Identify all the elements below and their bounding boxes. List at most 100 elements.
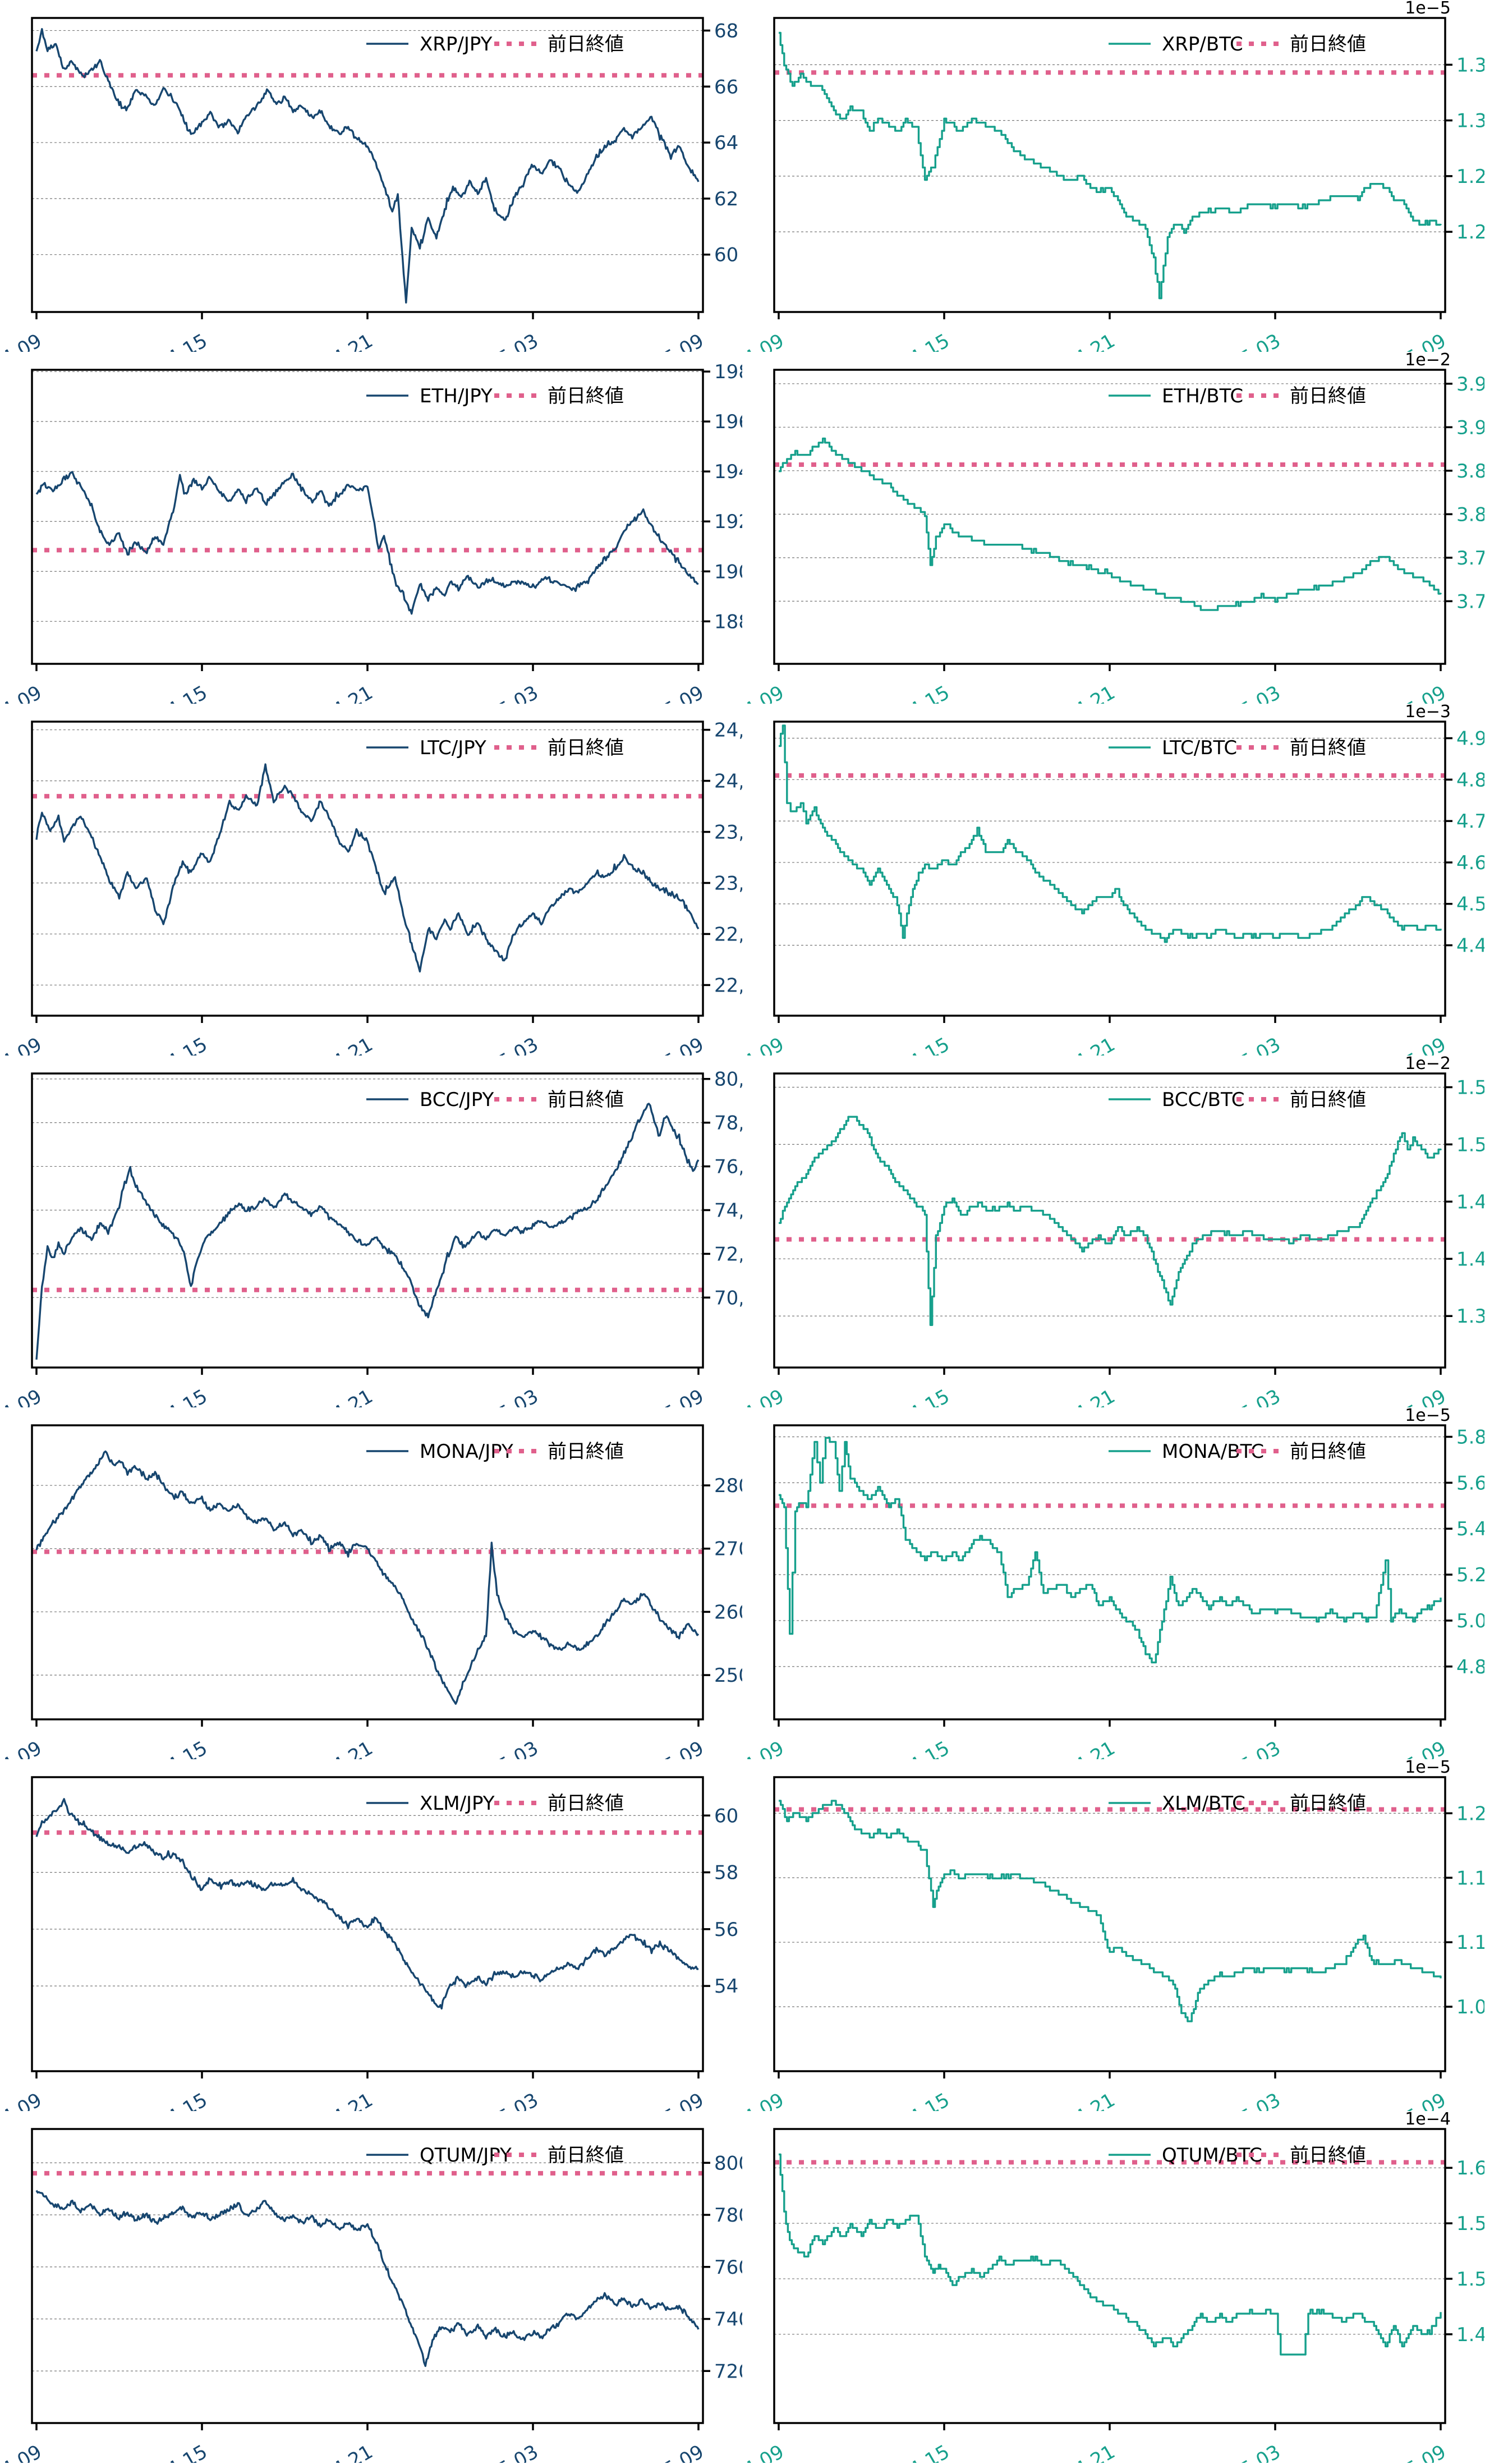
y-tick-label: 4.8 <box>1456 769 1484 791</box>
chart-ltc-jpy: 22,000 22,500 23,000 23,500 24,000 24,500 14 0… <box>0 719 742 1056</box>
x-tick-label: 14 21 <box>318 2440 376 2463</box>
y-tick-label: 3.80 <box>1456 503 1484 526</box>
y-tick-label: 260 <box>714 1601 742 1623</box>
price-series-line <box>779 1116 1442 1326</box>
y-tick-label: 1.15 <box>1456 1867 1484 1889</box>
price-series-line <box>779 437 1442 611</box>
price-series-line <box>779 2153 1442 2356</box>
y-tick-label: 5.4 <box>1456 1518 1484 1540</box>
y-tick-label: 3.70 <box>1456 590 1484 613</box>
chart-eth-btc: 3.70 3.75 3.80 3.85 3.90 3.95 14 09 14 15 14 21 1… <box>742 352 1485 704</box>
x-tick-label: 15 09 <box>1391 1033 1450 1056</box>
price-series-line <box>779 724 1442 943</box>
x-tick-label: 14 15 <box>153 2089 211 2111</box>
chart-cell-eth-jpy: 188,000 190,000 192,000 194,000 196,000 198,0… <box>0 352 742 704</box>
plot-frame <box>773 721 1446 1017</box>
y-tick-label: 62 <box>714 188 738 210</box>
x-tick-label: 15 09 <box>1391 681 1450 704</box>
x-tick-label: 14 09 <box>0 1033 46 1056</box>
plot-frame <box>31 17 704 313</box>
legend-pair-label: ETH/BTC <box>1162 385 1243 407</box>
y-tick-label: 196,000 <box>714 411 742 433</box>
legend-pair-label: LTC/JPY <box>420 737 486 759</box>
y-tick-label: 760 <box>714 2256 742 2279</box>
x-tick-label: 14 09 <box>742 1385 788 1407</box>
y-tick-label: 64 <box>714 132 738 154</box>
x-tick-label: 15 03 <box>484 329 542 352</box>
x-tick-label: 14 15 <box>895 329 953 352</box>
price-series-line <box>779 1437 1442 1664</box>
y-tick-label: 3.85 <box>1456 460 1484 483</box>
plot-frame <box>31 369 704 665</box>
legend-pair-label: ETH/JPY <box>420 385 493 407</box>
x-tick-label: 15 03 <box>484 1033 542 1056</box>
x-tick-label: 15 03 <box>484 2089 542 2111</box>
x-tick-label: 15 09 <box>1391 2089 1450 2111</box>
x-tick-label: 14 21 <box>318 1385 376 1407</box>
chart-xlm-jpy: 54 56 58 60 14 09 14 15 14 21 15 03 15 09 XLM/JPY… <box>0 1776 738 2111</box>
y-tick-label: 3.75 <box>1456 547 1484 570</box>
x-tick-label: 15 09 <box>649 1385 707 1407</box>
legend-prevclose-label: 前日終値 <box>1290 1792 1366 1815</box>
x-tick-label: 14 21 <box>318 329 376 352</box>
y-tick-label: 780 <box>714 2204 742 2227</box>
y-tick-label: 4.6 <box>1456 852 1484 874</box>
price-series-line <box>35 27 700 304</box>
chart-cell-bcc-btc: 1.35 1.40 1.45 1.50 1.55 14 09 14 15 14 21 15 03… <box>742 1056 1485 1407</box>
x-tick-label: 15 09 <box>649 1033 707 1056</box>
y-tick-label: 1.55 <box>1456 2213 1484 2235</box>
x-tick-label: 14 21 <box>1060 1033 1119 1056</box>
x-tick-label: 14 09 <box>742 681 788 704</box>
y-tick-label: 190,000 <box>714 561 742 583</box>
legend-prevclose-label: 前日終値 <box>548 737 624 759</box>
x-tick-label: 14 15 <box>895 681 953 704</box>
axis-offset-label: 1e−3 <box>1405 704 1451 722</box>
y-tick-label: 60 <box>714 1805 738 1827</box>
price-series-line <box>779 31 1442 300</box>
chart-mona-jpy: 25026027028014 0914 1514 2115 0315 09MON… <box>0 1424 742 1759</box>
x-tick-label: 15 03 <box>1226 1385 1284 1407</box>
price-series-line <box>35 1450 700 1705</box>
y-tick-label: 58 <box>714 1862 738 1884</box>
x-tick-label: 14 15 <box>153 2440 211 2463</box>
x-tick-label: 15 03 <box>1226 2440 1284 2463</box>
x-tick-label: 15 03 <box>1226 2089 1284 2111</box>
plot-frame <box>773 17 1446 313</box>
y-tick-label: 1.50 <box>1456 2268 1484 2291</box>
x-tick-label: 14 09 <box>0 2440 46 2463</box>
chart-qtum-jpy: 720 740 760 780 800 14 09 14 15 14 21 15 03 15 09… <box>0 2128 742 2463</box>
y-tick-label: 4.7 <box>1456 810 1484 833</box>
chart-qtum-btc: 1.45 1.50 1.55 1.60 14 09 14 15 14 21 15 03 15 0… <box>742 2111 1485 2463</box>
y-tick-label: 22,500 <box>714 923 742 946</box>
x-tick-label: 14 21 <box>1060 2089 1119 2111</box>
x-tick-label: 14 15 <box>153 681 211 704</box>
legend-prevclose-label: 前日終値 <box>548 385 624 407</box>
legend-prevclose-label: 前日終値 <box>1290 33 1366 56</box>
y-tick-label: 5.0 <box>1456 1610 1484 1632</box>
y-tick-label: 1.25 <box>1456 166 1484 188</box>
y-tick-label: 22,000 <box>714 974 742 997</box>
chart-cell-qtum-jpy: 720 740 760 780 800 14 09 14 15 14 21 15 03 15 09… <box>0 2111 742 2463</box>
y-tick-label: 1.45 <box>1456 1191 1484 1213</box>
legend-pair-label: BCC/JPY <box>420 1089 494 1111</box>
y-tick-label: 4.9 <box>1456 728 1484 750</box>
x-tick-label: 15 03 <box>1226 1033 1284 1056</box>
y-tick-label: 80,000 <box>714 1068 742 1091</box>
y-tick-label: 1.50 <box>1456 1134 1484 1156</box>
x-tick-label: 14 15 <box>895 2440 953 2463</box>
x-tick-label: 15 09 <box>649 1737 707 1759</box>
x-tick-label: 15 03 <box>484 681 542 704</box>
y-tick-label: 194,000 <box>714 461 742 483</box>
legend-pair-label: XRP/BTC <box>1162 33 1243 56</box>
x-tick-label: 15 09 <box>649 681 707 704</box>
y-tick-label: 5.2 <box>1456 1564 1484 1586</box>
chart-bcc-btc: 1.35 1.40 1.45 1.50 1.55 14 09 14 15 14 21 15 03… <box>742 1056 1485 1407</box>
y-tick-label: 60 <box>714 244 738 267</box>
x-tick-label: 14 09 <box>0 1737 46 1759</box>
y-tick-label: 1.55 <box>1456 1076 1484 1099</box>
x-tick-label: 14 09 <box>742 1033 788 1056</box>
y-tick-label: 24,000 <box>714 770 742 793</box>
y-tick-label: 56 <box>714 1919 738 1941</box>
x-tick-label: 14 15 <box>153 1033 211 1056</box>
